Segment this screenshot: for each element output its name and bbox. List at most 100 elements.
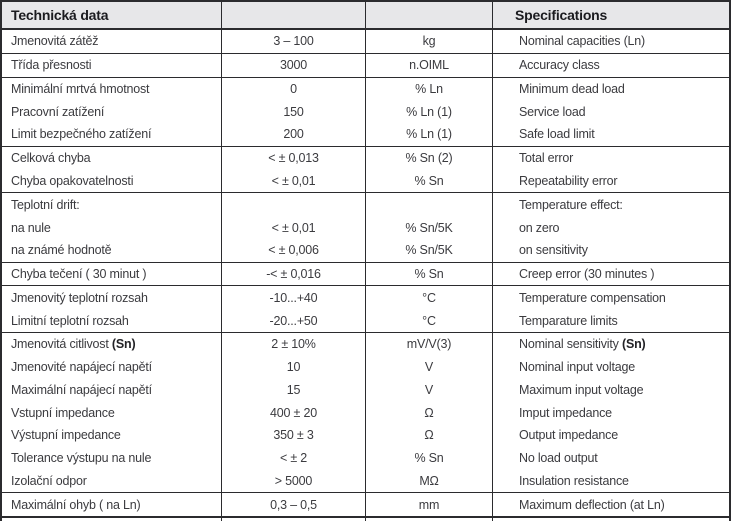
english-label-cell: Maximum deflection (at Ln) bbox=[493, 493, 729, 516]
english-label-cell-text: Nominal input voltage bbox=[519, 360, 636, 375]
czech-label-cell: Celková chyba bbox=[2, 146, 222, 170]
value-cell: 150 bbox=[222, 100, 366, 124]
english-label-cell-text: Nominal capacities (Ln) bbox=[519, 34, 646, 49]
english-label-cell: Temperature effect: bbox=[493, 193, 729, 216]
value-cell: 3 – 100 bbox=[222, 30, 366, 53]
czech-label-cell-text: Chyba tečení ( 30 minut ) bbox=[11, 267, 147, 282]
english-label-cell-text: on sensitivity bbox=[519, 243, 588, 258]
czech-label-cell-text: Limitní teplotní rozsah bbox=[11, 313, 129, 328]
czech-label-cell-text: Pracovní zatížení bbox=[11, 104, 105, 119]
table-cutoff-stub bbox=[2, 516, 729, 521]
bold-suffix: (Sn) bbox=[111, 337, 136, 352]
value-cell: 0,3 – 0,5 bbox=[222, 493, 366, 517]
unit-cell: % Sn bbox=[366, 169, 493, 193]
table-row: Tolerance výstupu na nule < ± 2 % Sn No loa… bbox=[2, 446, 729, 470]
header-value-spacer bbox=[222, 2, 366, 28]
czech-label-cell-text: Minimální mrtvá hmotnost bbox=[11, 81, 150, 96]
table-row: na nule < ± 0,01 % Sn/5K on zero bbox=[2, 216, 729, 239]
english-label-cell-text: Temparature limits bbox=[519, 313, 618, 328]
table-row: na známé hodnotě < ± 0,006 % Sn/5K on sensi… bbox=[2, 238, 729, 262]
english-label-cell-text: Service load bbox=[519, 104, 586, 119]
czech-label-cell-text: Jmenovitá zátěž bbox=[11, 34, 99, 49]
value-cell: < ± 0,013 bbox=[222, 146, 366, 170]
value-cell-text: > 5000 bbox=[274, 473, 313, 488]
unit-cell: % Ln (1) bbox=[366, 123, 493, 146]
value-cell: < ± 0,01 bbox=[222, 216, 366, 239]
czech-label-cell-text: Třída přesnosti bbox=[11, 58, 92, 73]
czech-label-cell-text: Celková chyba bbox=[11, 151, 91, 166]
czech-label-cell: na známé hodnotě bbox=[2, 238, 222, 262]
english-label-cell-text: Imput impedance bbox=[519, 405, 612, 420]
czech-label-cell-text: Limit bezpečného zatížení bbox=[11, 127, 152, 142]
czech-label-cell: Chyba tečení ( 30 minut ) bbox=[2, 262, 222, 286]
unit-cell-text: n.OIML bbox=[409, 58, 449, 73]
english-label-cell: Nominal capacities (Ln) bbox=[493, 30, 729, 53]
english-label-cell: Imput impedance bbox=[493, 401, 729, 424]
czech-label-cell-text: na známé hodnotě bbox=[11, 243, 112, 258]
unit-cell bbox=[366, 193, 493, 217]
unit-cell: °C bbox=[366, 309, 493, 332]
unit-cell: kg bbox=[366, 30, 493, 53]
table-row: Maximální napájecí napětí 15 V Maximum inpu… bbox=[2, 378, 729, 402]
value-cell: 15 bbox=[222, 378, 366, 402]
table-row: Pracovní zatížení 150 % Ln (1) Service load bbox=[2, 100, 729, 124]
czech-label-cell: na nule bbox=[2, 216, 222, 239]
english-label-cell: Nominal input voltage bbox=[493, 356, 729, 379]
unit-cell-text: °C bbox=[422, 313, 436, 328]
czech-label-cell-text: Maximální napájecí napětí bbox=[11, 382, 152, 397]
czech-label-cell: Teplotní drift: bbox=[2, 193, 222, 217]
value-cell: 200 bbox=[222, 123, 366, 146]
value-cell-text: 15 bbox=[286, 382, 301, 397]
header-unit-spacer bbox=[366, 2, 493, 28]
value-cell-text: 10 bbox=[286, 360, 301, 375]
value-cell: 400 ± 20 bbox=[222, 401, 366, 425]
czech-label-cell: Vstupní impedance bbox=[2, 401, 222, 425]
english-label-cell-text: Temperature effect: bbox=[519, 197, 623, 212]
stub-cell bbox=[366, 518, 493, 521]
czech-label-cell: Třída přesnosti bbox=[2, 53, 222, 77]
unit-cell: % Sn/5K bbox=[366, 216, 493, 239]
table-row: Teplotní drift: Temperature effect: bbox=[2, 192, 729, 217]
value-cell-text: < ± 0,013 bbox=[268, 151, 319, 166]
english-label-cell-text: No load output bbox=[519, 451, 598, 466]
unit-cell-text: MΩ bbox=[419, 473, 439, 488]
table-row: Minimální mrtvá hmotnost 0 % Ln Minimum dea… bbox=[2, 76, 729, 101]
table-row: Limitní teplotní rozsah -20...+50 °C Tempar… bbox=[2, 309, 729, 332]
value-cell-text: 0,3 – 0,5 bbox=[270, 497, 317, 512]
english-label-cell-text: Output impedance bbox=[519, 428, 618, 443]
unit-cell: % Sn bbox=[366, 262, 493, 286]
value-cell: > 5000 bbox=[222, 469, 366, 493]
english-label-cell: on sensitivity bbox=[493, 239, 729, 262]
czech-label-cell-text: Maximální ohyb ( na Ln) bbox=[11, 497, 141, 512]
czech-label-cell: Výstupní impedance bbox=[2, 424, 222, 447]
english-label-cell: Nominal sensitivity (Sn) bbox=[493, 333, 729, 356]
unit-cell-text: % Sn/5K bbox=[405, 243, 453, 258]
english-label-cell: Accuracy class bbox=[493, 54, 729, 77]
english-label-cell-text: Maximum deflection (at Ln) bbox=[519, 497, 665, 512]
czech-label-cell: Pracovní zatížení bbox=[2, 100, 222, 124]
value-cell-text: -20...+50 bbox=[269, 313, 318, 328]
value-cell-text: -< ± 0,016 bbox=[266, 267, 321, 282]
value-cell: < ± 0,01 bbox=[222, 169, 366, 193]
english-label-cell-text: Insulation resistance bbox=[519, 473, 629, 488]
unit-cell-text: °C bbox=[422, 290, 436, 305]
value-cell-text: 200 bbox=[283, 127, 304, 142]
english-label-cell-text: Creep error (30 minutes ) bbox=[519, 267, 655, 282]
english-label-cell: Temparature limits bbox=[493, 309, 729, 332]
unit-cell-text: % Sn bbox=[414, 267, 444, 282]
unit-cell: V bbox=[366, 355, 493, 379]
table-row: Celková chyba < ± 0,013 % Sn (2) Total erro… bbox=[2, 145, 729, 170]
table-row: Limit bezpečného zatížení 200 % Ln (1) Safe… bbox=[2, 123, 729, 146]
value-cell-text: < ± 0,01 bbox=[271, 173, 316, 188]
english-label-cell: Insulation resistance bbox=[493, 470, 729, 493]
value-cell-text: < ± 2 bbox=[279, 451, 308, 466]
english-label-cell: Repeatability error bbox=[493, 170, 729, 193]
czech-label-cell-text: Chyba opakovatelnosti bbox=[11, 173, 134, 188]
czech-label-cell-text: Jmenovitý teplotní rozsah bbox=[11, 290, 148, 305]
english-label-cell: Creep error (30 minutes ) bbox=[493, 263, 729, 286]
english-label-cell-text: Total error bbox=[519, 151, 574, 166]
unit-cell-text: kg bbox=[422, 34, 436, 49]
czech-label-cell-text: Izolační odpor bbox=[11, 473, 87, 488]
value-cell: 350 ± 3 bbox=[222, 424, 366, 447]
unit-cell: n.OIML bbox=[366, 53, 493, 77]
